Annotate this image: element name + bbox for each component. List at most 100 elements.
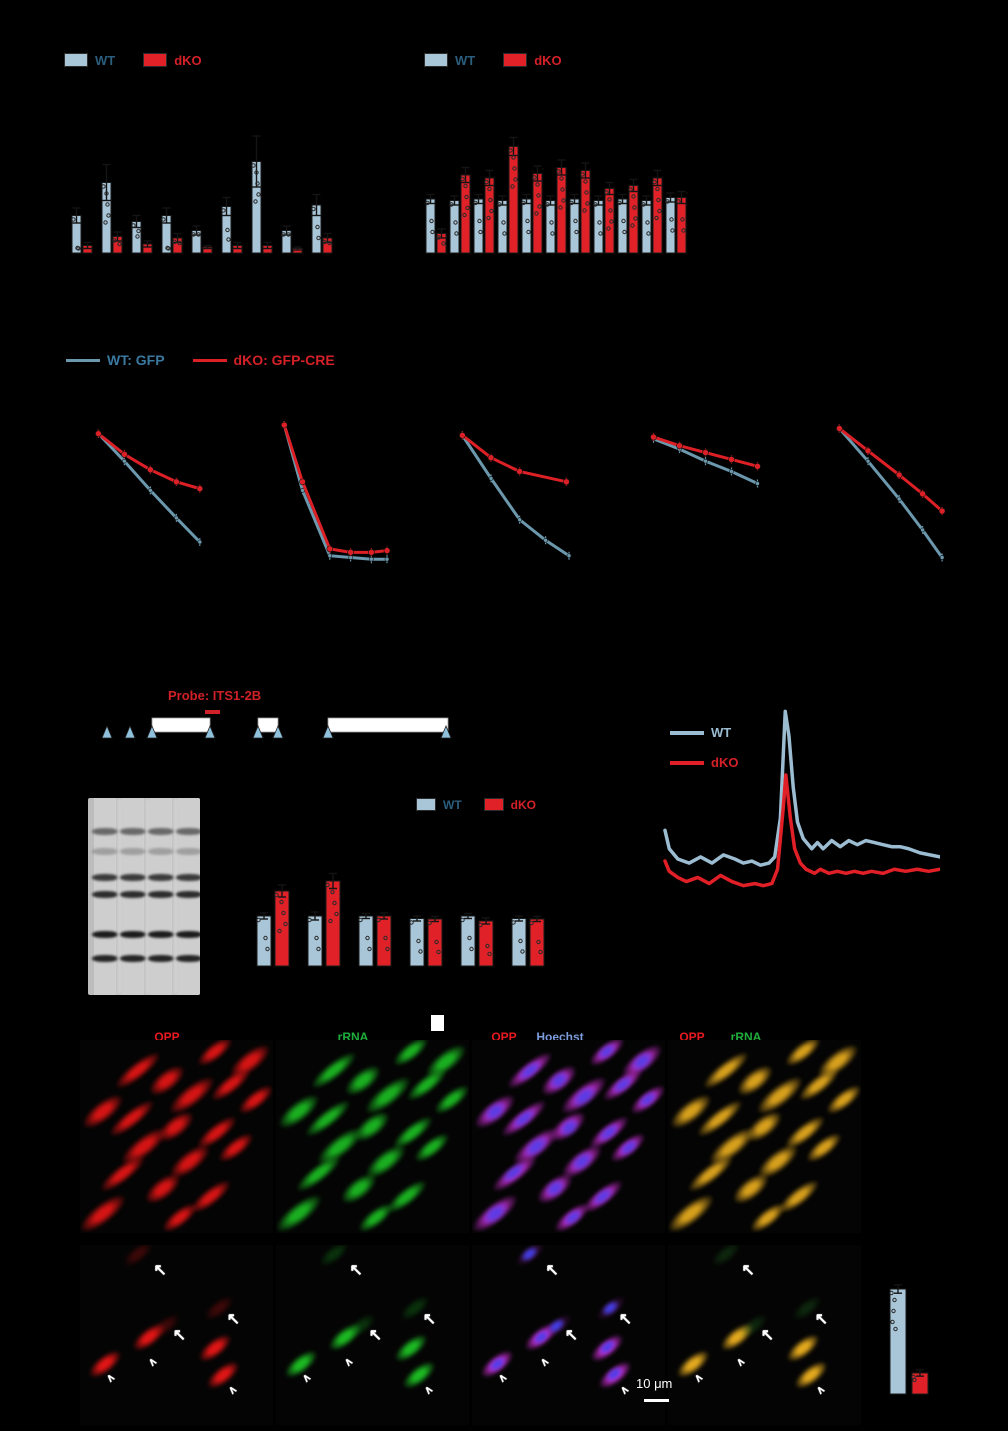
wt-point	[543, 537, 548, 543]
wt-curve	[282, 423, 389, 561]
pointer-arrow-icon: ↖	[349, 1262, 363, 1279]
data-point-dot	[135, 234, 140, 239]
data-point-dot	[556, 169, 561, 174]
data-point-dot	[330, 889, 335, 895]
wt-bar	[256, 915, 272, 967]
data-point-dot	[477, 218, 482, 224]
data-point-dot	[325, 882, 330, 888]
gel-band	[175, 954, 200, 962]
data-point-dot	[469, 946, 474, 952]
panel-b-bar-chart	[418, 95, 698, 257]
data-point-dot	[165, 245, 170, 251]
gel-band	[147, 873, 174, 881]
ko-point	[487, 454, 495, 462]
gel-band	[119, 890, 146, 898]
ko-point	[563, 478, 570, 486]
data-point-dot	[652, 179, 657, 185]
data-point-dot	[537, 204, 542, 209]
pointer-arrow-icon: ↖	[564, 1326, 579, 1344]
data-point-dot	[608, 208, 613, 213]
data-point-dot	[891, 1308, 896, 1314]
ko-point	[95, 430, 102, 437]
decay-plot-svg	[459, 431, 572, 560]
primer-arrow-icon	[440, 724, 452, 739]
ko-point	[728, 456, 735, 463]
wt-bar	[665, 197, 676, 254]
opp-quantification-chart	[878, 1272, 948, 1400]
scale-bar-label: 10 μm	[636, 1376, 673, 1391]
pointer-arrow-icon: ↖	[545, 1262, 559, 1279]
dko-trace	[663, 773, 942, 888]
gel-lane-separator	[118, 798, 122, 995]
data-point-dot	[665, 199, 670, 204]
gel-band	[147, 930, 174, 938]
ko-curve	[282, 423, 389, 554]
wt-point	[369, 556, 374, 562]
ko-point	[919, 490, 926, 498]
data-point-dot	[101, 184, 106, 189]
northern-blot-gel	[88, 798, 200, 995]
data-point-dot	[453, 220, 458, 225]
gel-lane-separator	[174, 798, 178, 995]
wt-bar	[425, 198, 436, 254]
data-point-dot	[488, 197, 493, 203]
arrowhead-icon: ∧	[103, 1370, 118, 1386]
wt-legend-label: WT	[443, 797, 462, 812]
data-point-dot	[255, 181, 260, 186]
panel-a-bar-chart	[58, 95, 338, 257]
gel-band	[91, 930, 118, 938]
gel-band	[147, 954, 174, 962]
data-point-dot	[328, 918, 333, 924]
micro-row2-opp: ↖ ↖ ↖ ∧ ∧ ∧	[80, 1245, 273, 1425]
gel-band	[91, 890, 118, 898]
wt-point	[896, 496, 902, 502]
pointer-arrow-icon: ↖	[368, 1326, 383, 1344]
data-point-dot	[487, 186, 492, 192]
wt-legend-label: WT	[95, 52, 116, 68]
data-point-dot	[327, 240, 332, 246]
rrna-locus-diagram	[85, 708, 465, 744]
data-point-dot	[429, 218, 434, 224]
data-point-dot	[418, 949, 423, 954]
data-point-dot	[177, 240, 182, 246]
data-point-dot	[655, 186, 660, 192]
data-point-dot	[561, 198, 566, 203]
gel-lane-3	[147, 798, 174, 995]
data-point-dot	[449, 202, 454, 207]
data-point-dot	[559, 176, 564, 181]
dko-bar	[676, 197, 687, 254]
micro-row1-rrna	[276, 1040, 469, 1233]
data-point-dot	[254, 170, 259, 175]
rrna-box	[151, 717, 211, 733]
data-point-dot	[584, 190, 589, 195]
dko-swatch	[503, 53, 528, 67]
data-point-dot	[226, 237, 231, 242]
ko-point	[836, 425, 843, 432]
rrna-box	[257, 717, 279, 733]
data-point-dot	[103, 220, 108, 225]
data-point-dot	[512, 166, 517, 171]
data-point-dot	[486, 215, 491, 221]
panel_b_bars-svg	[425, 136, 687, 254]
gel-band	[147, 848, 174, 856]
data-point-dot	[256, 192, 261, 197]
cell-blob	[276, 1341, 326, 1386]
wt-bar	[473, 198, 484, 254]
ko-point	[299, 478, 306, 486]
panel-marker-box	[431, 1015, 444, 1031]
gel-band	[91, 848, 118, 856]
wt-point	[197, 539, 203, 545]
data-point-dot	[463, 183, 468, 189]
data-point-dot	[529, 920, 534, 926]
data-point-dot	[511, 155, 516, 160]
primer-arrow-icon	[146, 724, 158, 739]
wt-bar	[307, 915, 323, 967]
data-point-dot	[536, 193, 541, 198]
gel-band	[91, 828, 118, 836]
data-point-dot	[681, 228, 686, 233]
primer-arrow-icon	[124, 724, 136, 739]
data-point-dot	[441, 241, 446, 246]
arrowhead-icon: ∧	[495, 1370, 510, 1386]
wt-point	[384, 556, 390, 562]
wt-point	[566, 553, 572, 559]
